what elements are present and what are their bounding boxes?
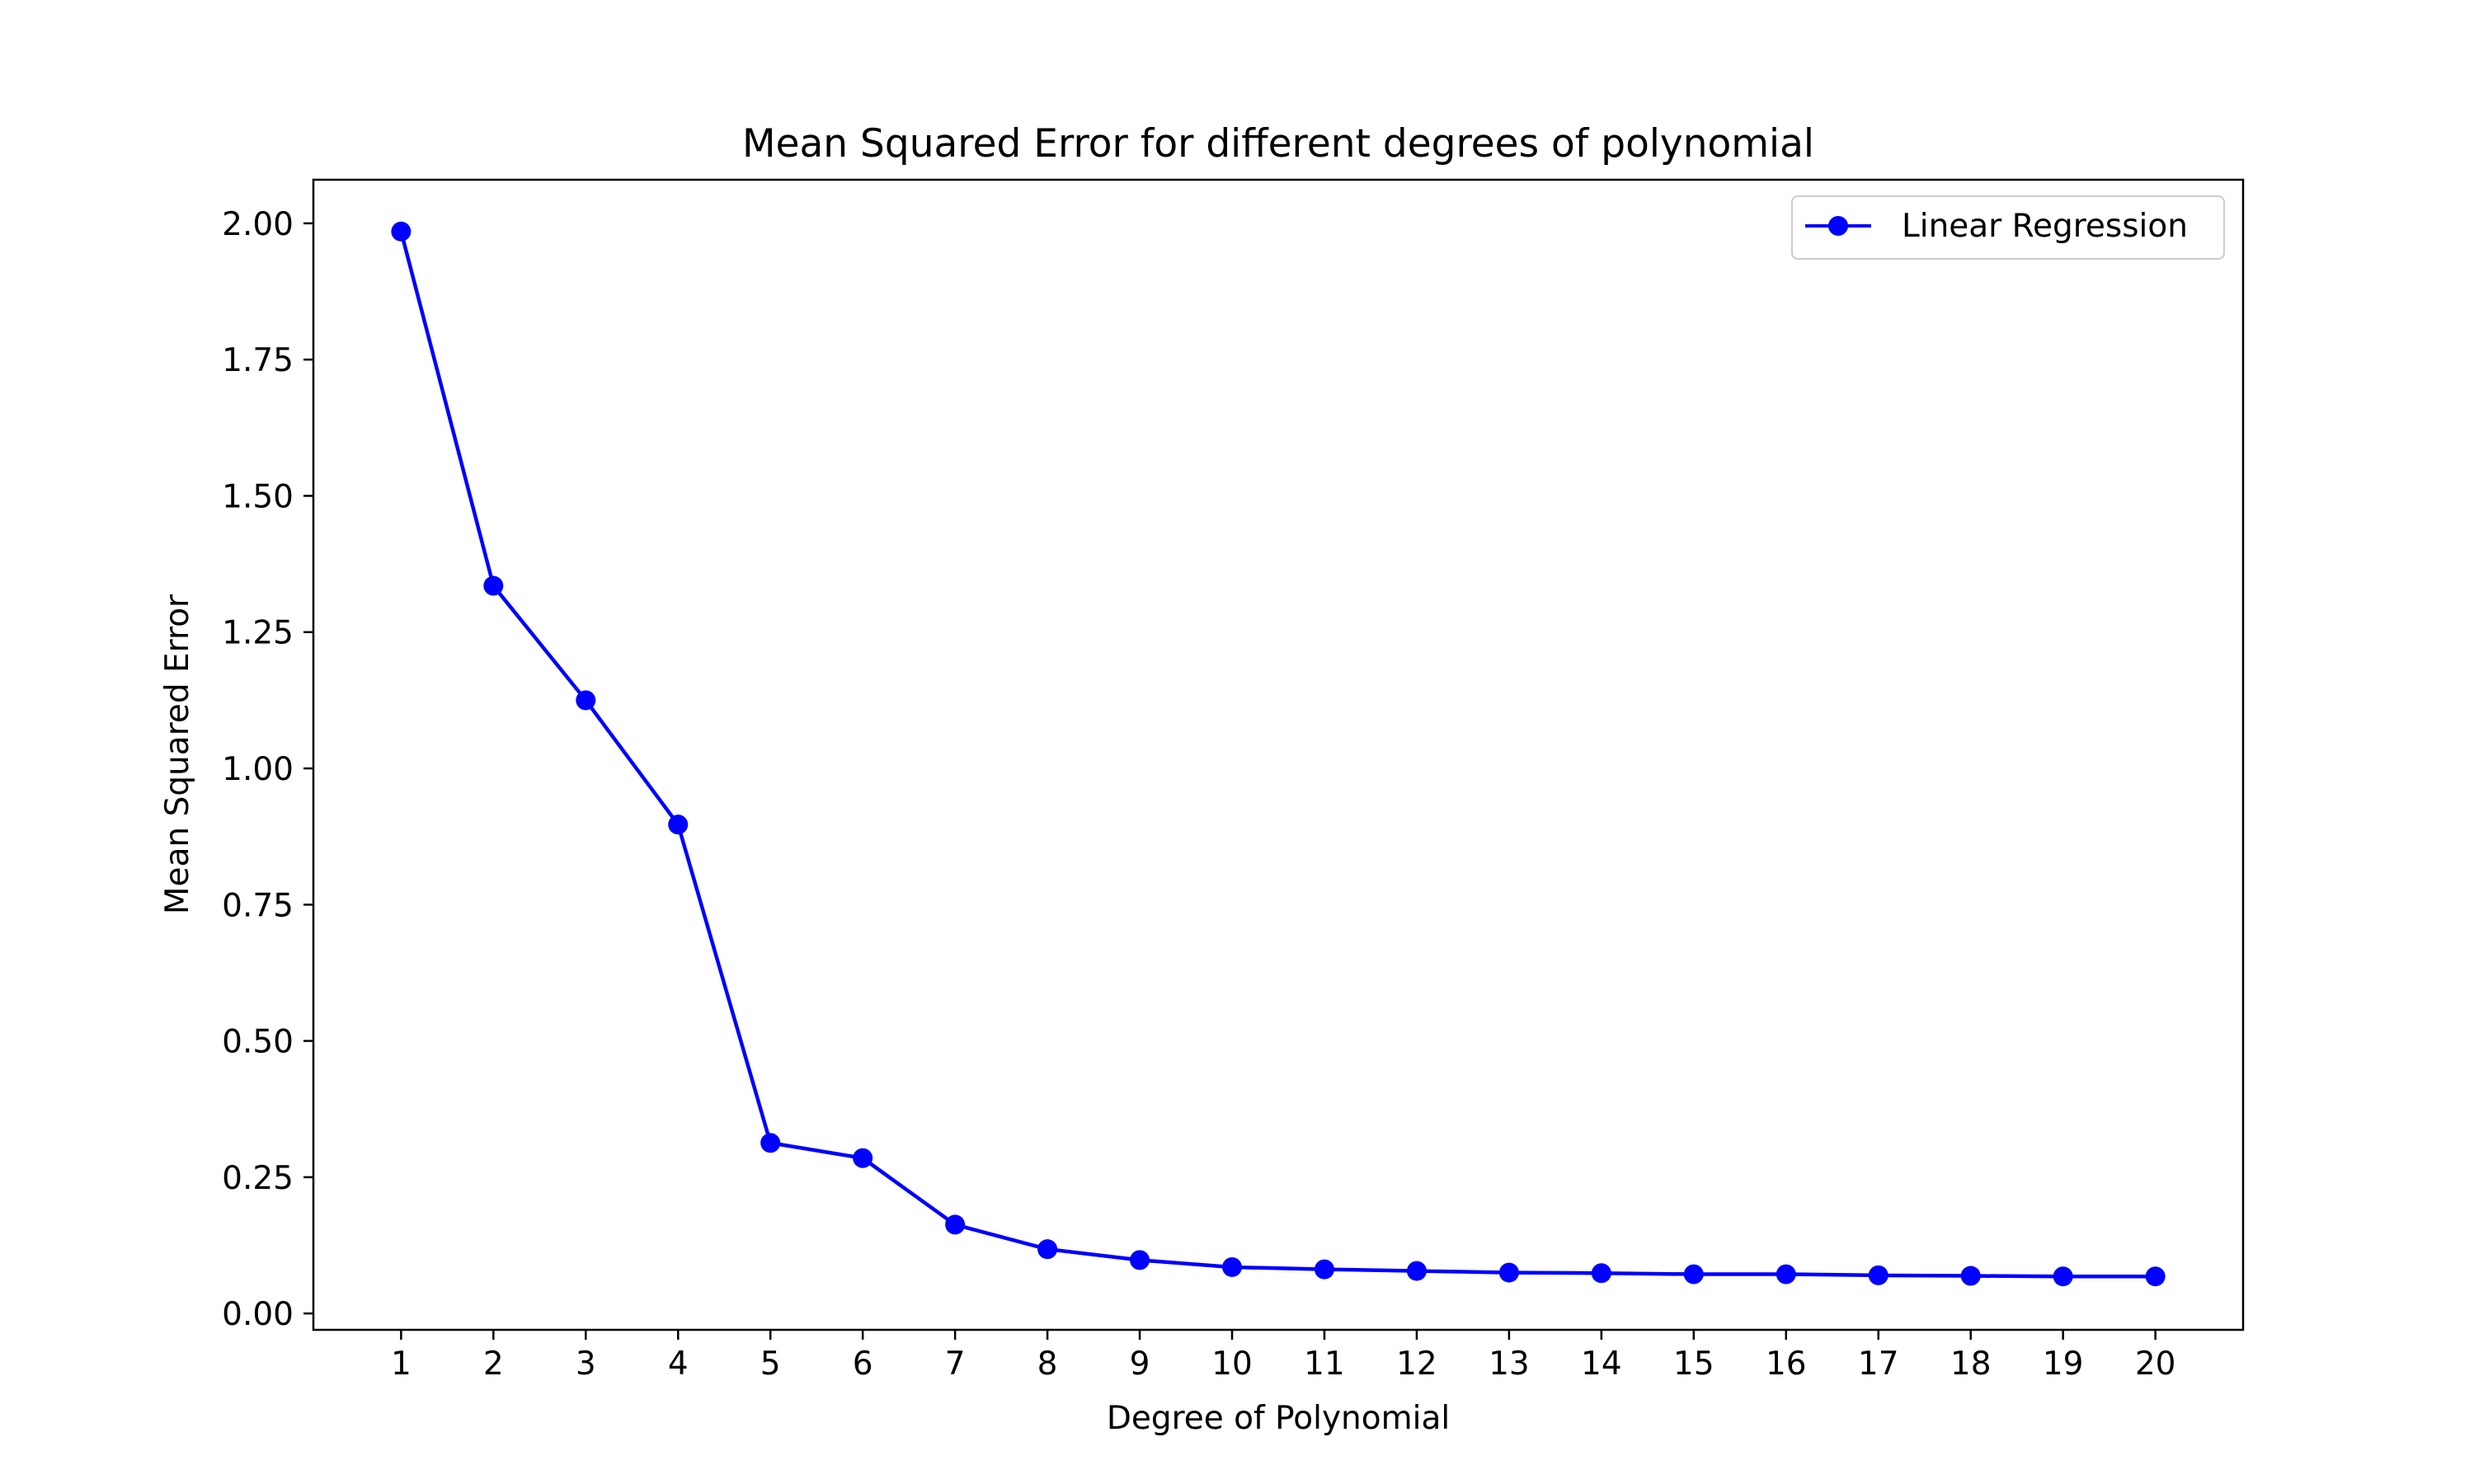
series-layer	[391, 221, 2166, 1287]
data-point	[1776, 1264, 1796, 1284]
legend-label-linear-regression: Linear Regression	[1902, 208, 2188, 245]
x-tick-label: 3	[576, 1345, 596, 1383]
data-point	[1314, 1259, 1334, 1280]
y-tick-label: 0.00	[222, 1296, 294, 1333]
legend-marker	[1828, 216, 1848, 236]
x-tick-label: 17	[1858, 1345, 1899, 1383]
x-axis-title: Degree of Polynomial	[1107, 1400, 1450, 1437]
x-tick-label: 11	[1304, 1345, 1345, 1383]
data-point	[1868, 1265, 1888, 1285]
x-tick-label: 18	[1950, 1345, 1992, 1383]
x-tick-label: 1	[391, 1345, 412, 1383]
x-tick-label: 7	[945, 1345, 966, 1383]
data-point	[1683, 1264, 1704, 1284]
x-tick-label: 16	[1766, 1345, 1807, 1383]
x-tick-label: 20	[2135, 1345, 2176, 1383]
y-tick-label: 2.00	[222, 206, 294, 243]
y-tick-label: 1.75	[222, 342, 294, 379]
data-point	[483, 575, 504, 596]
x-tick-label: 8	[1037, 1345, 1058, 1383]
x-tick-label: 6	[853, 1345, 873, 1383]
data-point	[391, 221, 412, 242]
chart-title: Mean Squared Error for different degrees…	[742, 121, 1814, 167]
x-axis: 1 2 3 4 5 6 7 8 9 10 11 12 13 14 15 16 17 18 19 20	[391, 1330, 2176, 1383]
legend-box	[1791, 195, 2225, 260]
y-tick-label: 1.50	[222, 478, 294, 515]
y-tick-label: 1.25	[222, 615, 294, 652]
x-tick-label: 5	[760, 1345, 781, 1383]
y-axis-title: Mean Squared Error	[159, 594, 196, 914]
data-point	[853, 1148, 873, 1168]
y-tick-label: 0.75	[222, 887, 294, 924]
data-point	[945, 1214, 966, 1235]
x-tick-label: 2	[483, 1345, 504, 1383]
data-point	[1037, 1239, 1058, 1260]
data-point	[1591, 1263, 1611, 1284]
x-tick-label: 9	[1130, 1345, 1150, 1383]
x-tick-label: 12	[1396, 1345, 1437, 1383]
y-tick-label: 1.00	[222, 751, 294, 788]
x-tick-label: 14	[1581, 1345, 1622, 1383]
legend: Linear Regression	[1791, 195, 2225, 260]
x-tick-label: 15	[1673, 1345, 1714, 1383]
data-point	[1960, 1266, 1981, 1286]
x-tick-label: 19	[2043, 1345, 2084, 1383]
series-line-linear-regression	[398, 229, 2157, 1279]
y-axis: 0.00 0.25 0.50 0.75 1.00 1.25 1.50 1.75 2.00	[222, 206, 313, 1333]
data-point	[1130, 1250, 1150, 1270]
plot-frame	[312, 178, 2245, 1331]
data-point	[1498, 1262, 1519, 1283]
data-point	[1222, 1256, 1243, 1277]
data-point	[2145, 1266, 2166, 1287]
data-point	[576, 690, 596, 711]
y-tick-label: 0.25	[222, 1160, 294, 1197]
data-point	[760, 1133, 781, 1153]
data-point	[2053, 1266, 2073, 1287]
data-point	[668, 815, 689, 835]
x-tick-label: 13	[1489, 1345, 1530, 1383]
data-point	[1406, 1261, 1427, 1281]
y-tick-label: 0.50	[222, 1024, 294, 1061]
x-tick-label: 4	[668, 1345, 689, 1383]
x-tick-label: 10	[1211, 1345, 1253, 1383]
